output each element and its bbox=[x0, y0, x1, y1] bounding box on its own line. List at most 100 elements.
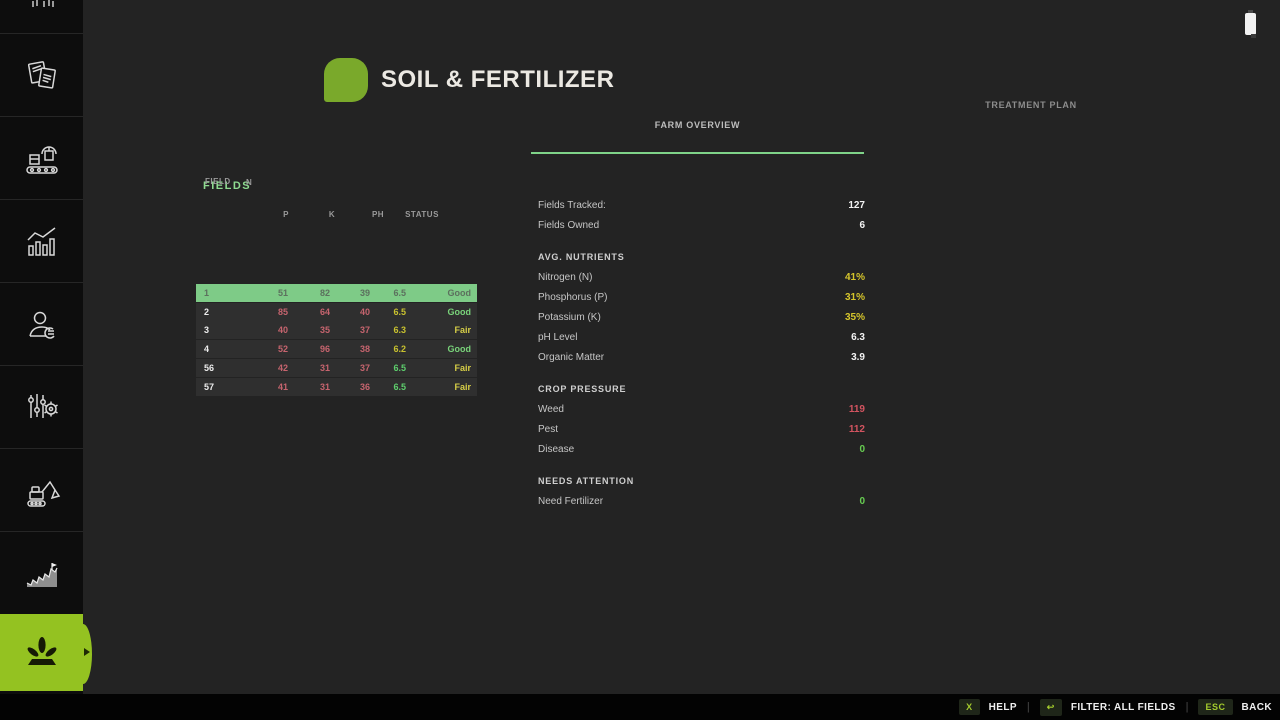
cell-k-value: 40 bbox=[359, 306, 370, 317]
stat-value: 6 bbox=[859, 219, 865, 231]
stat-label: Weed bbox=[538, 403, 564, 415]
cell-field-number: 56 bbox=[204, 362, 215, 373]
cell-k-value: 36 bbox=[359, 381, 370, 392]
cell-field-number: 4 bbox=[204, 344, 210, 355]
sidebar-item-finances[interactable] bbox=[0, 282, 83, 366]
tab-farm-overview[interactable]: FARM OVERVIEW bbox=[654, 120, 741, 130]
partial-icon bbox=[23, 0, 61, 12]
cell-k-value: 39 bbox=[359, 288, 370, 298]
return-arrow-icon: ↩ bbox=[1039, 698, 1062, 716]
sidebar-item-prices[interactable] bbox=[0, 531, 83, 615]
stat-row: Fields Tracked: 127 bbox=[538, 195, 865, 215]
price-trend-icon bbox=[22, 554, 62, 594]
stat-row: Potassium (K) 35% bbox=[538, 307, 865, 327]
cell-field-number: 1 bbox=[204, 288, 210, 298]
active-tab-arrow-icon bbox=[84, 648, 90, 656]
back-hint[interactable]: ESC BACK bbox=[1198, 699, 1272, 715]
filter-hint[interactable]: ↩ FILTER: ALL FIELDS bbox=[1039, 698, 1176, 716]
cell-status: Fair bbox=[454, 381, 471, 392]
battery-icon bbox=[1245, 10, 1256, 38]
cell-ph-value: 6.5 bbox=[393, 306, 406, 317]
cell-status: Good bbox=[447, 344, 472, 355]
bottom-hotkey-bar: X HELP | ↩ FILTER: ALL FIELDS | ESC BACK bbox=[0, 694, 1280, 720]
cell-status: Good bbox=[447, 288, 472, 298]
stat-label: Pest bbox=[538, 423, 559, 435]
sidebar bbox=[0, 0, 83, 694]
cell-n-value: 52 bbox=[277, 344, 288, 355]
hint-separator: | bbox=[1026, 701, 1030, 713]
stat-row: Disease 0 bbox=[538, 439, 865, 459]
field-row[interactable]: 2 85 64 40 6.5 Good bbox=[196, 302, 477, 321]
field-row[interactable]: 3 40 35 37 6.3 Fair bbox=[196, 321, 477, 340]
settings-sliders-gear-icon bbox=[22, 388, 62, 428]
cell-n-value: 41 bbox=[277, 381, 288, 392]
field-row[interactable]: 4 52 96 38 6.2 Good bbox=[196, 340, 477, 359]
soil-fertilizer-logo-icon bbox=[324, 58, 368, 102]
page-title: SOIL & FERTILIZER bbox=[381, 66, 615, 93]
stat-value: 0 bbox=[859, 443, 865, 455]
field-row[interactable]: 57 41 31 36 6.5 Fair bbox=[196, 377, 477, 396]
cell-ph-value: 6.5 bbox=[393, 288, 406, 298]
column-header-k: K bbox=[328, 210, 336, 219]
sidebar-item-contracts[interactable] bbox=[0, 33, 83, 117]
fields-section-title: FIELDS bbox=[203, 180, 252, 192]
finances-icon bbox=[22, 305, 62, 345]
sidebar-item-construction[interactable] bbox=[0, 448, 83, 532]
column-header-ph: PH bbox=[371, 210, 385, 219]
stat-label: Nitrogen (N) bbox=[538, 271, 593, 283]
cell-field-number: 2 bbox=[204, 306, 210, 317]
stat-label: Disease bbox=[538, 443, 575, 455]
farm-overview-stats: Fields Tracked: 127 Fields Owned 6 AVG. NUTR… bbox=[538, 195, 865, 511]
stat-row: Organic Matter 3.9 bbox=[538, 347, 865, 367]
cell-p-value: 96 bbox=[319, 344, 330, 355]
stat-value: 3.9 bbox=[851, 351, 865, 363]
help-hint[interactable]: X HELP bbox=[959, 699, 1017, 715]
stats-section-header: NEEDS ATTENTION bbox=[538, 476, 635, 486]
cell-field-number: 3 bbox=[204, 325, 210, 336]
stat-row: Phosphorus (P) 31% bbox=[538, 287, 865, 307]
cell-k-value: 37 bbox=[359, 362, 370, 373]
stat-row: Weed 119 bbox=[538, 399, 865, 419]
cell-n-value: 51 bbox=[277, 288, 288, 298]
key-badge-esc: ESC bbox=[1198, 699, 1233, 715]
field-row[interactable]: 56 42 31 37 6.5 Fair bbox=[196, 358, 477, 377]
hint-label: BACK bbox=[1241, 701, 1272, 713]
stat-value: 127 bbox=[848, 199, 865, 211]
sidebar-item-top-partial[interactable] bbox=[0, 0, 83, 33]
cell-p-value: 35 bbox=[319, 325, 330, 336]
cell-ph-value: 6.5 bbox=[393, 362, 406, 373]
plant-sprout-icon bbox=[21, 632, 63, 674]
stat-value: 31% bbox=[844, 291, 865, 303]
sidebar-item-statistics[interactable] bbox=[0, 199, 83, 283]
stat-value: 119 bbox=[848, 403, 865, 415]
contracts-icon bbox=[22, 56, 62, 96]
stat-row: Fields Owned 6 bbox=[538, 215, 865, 235]
cell-ph-value: 6.5 bbox=[393, 381, 406, 392]
stat-value: 112 bbox=[848, 423, 865, 435]
stat-label: Fields Tracked: bbox=[538, 199, 606, 211]
statistics-icon bbox=[22, 222, 62, 262]
sidebar-item-soil-fertilizer[interactable] bbox=[0, 614, 83, 691]
stat-value: 41% bbox=[844, 271, 865, 283]
stat-row: Need Fertilizer 0 bbox=[538, 491, 865, 511]
column-header-status: STATUS bbox=[405, 210, 439, 219]
stat-label: Fields Owned bbox=[538, 219, 600, 231]
cell-p-value: 31 bbox=[319, 362, 330, 373]
hint-label: FILTER: ALL FIELDS bbox=[1070, 701, 1176, 713]
cell-ph-value: 6.3 bbox=[393, 325, 406, 336]
cell-status: Fair bbox=[454, 325, 471, 336]
cell-ph-value: 6.2 bbox=[393, 344, 406, 355]
column-header-p: P bbox=[283, 210, 289, 219]
stat-row: pH Level 6.3 bbox=[538, 327, 865, 347]
cell-field-number: 57 bbox=[204, 381, 215, 392]
excavator-icon bbox=[22, 471, 62, 511]
field-row[interactable]: 1 51 82 39 6.5 Good bbox=[196, 284, 477, 302]
cell-status: Good bbox=[447, 306, 472, 317]
sidebar-item-production[interactable] bbox=[0, 116, 83, 200]
cell-k-value: 38 bbox=[359, 344, 370, 355]
tab-treatment-plan[interactable]: TREATMENT PLAN bbox=[985, 100, 1077, 110]
key-badge-x: X bbox=[959, 699, 980, 715]
cell-status: Fair bbox=[454, 362, 471, 373]
stats-section-header: AVG. NUTRIENTS bbox=[538, 252, 625, 262]
sidebar-item-settings[interactable] bbox=[0, 365, 83, 449]
